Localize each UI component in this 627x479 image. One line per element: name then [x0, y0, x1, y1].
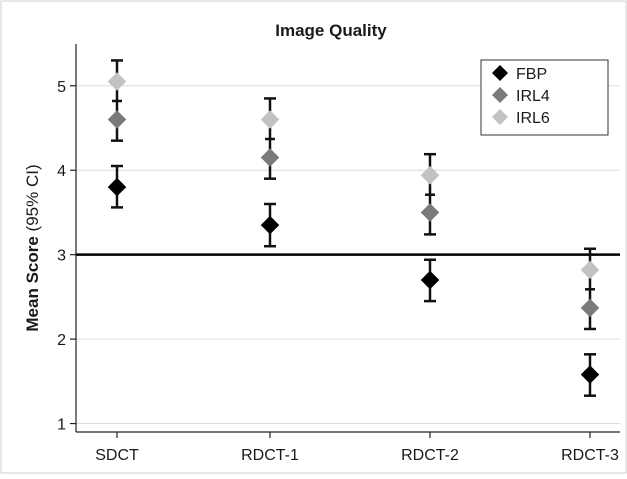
y-axis-label-main: Mean Score [23, 236, 42, 331]
legend-marker-fbp [492, 65, 508, 81]
data-point-fbp [580, 365, 600, 384]
legend-marker-irl4 [492, 87, 508, 103]
data-point-irl6 [580, 260, 600, 280]
legend-label-irl6: IRL6 [516, 110, 550, 127]
legend-label-irl4: IRL4 [516, 88, 550, 105]
tick-labels: 1 2 3 4 5 SDCT RDCT-1 RDCT-2 RDCT-3 [57, 79, 619, 464]
data-point-fbp [420, 270, 440, 290]
data-point-fbp [260, 215, 280, 235]
data-point-irl4 [420, 203, 440, 222]
x-tick-label: RDCT-1 [241, 447, 299, 464]
y-tick-label: 1 [57, 417, 66, 434]
axes [70, 44, 620, 438]
y-tick-label: 3 [57, 248, 66, 265]
x-tick-label: RDCT-3 [561, 447, 619, 464]
y-tick-label: 4 [57, 163, 66, 180]
data-point-irl6 [420, 165, 440, 185]
data-point-irl4 [107, 110, 127, 129]
y-tick-label: 5 [57, 79, 66, 96]
y-axis-label: Mean Score (95% CI) [23, 164, 42, 331]
legend: FBP IRL4 IRL6 [480, 59, 609, 136]
legend-label-fbp: FBP [516, 66, 547, 83]
data-points [107, 72, 600, 384]
chart-title: Image Quality [275, 21, 387, 40]
data-point-irl6 [260, 110, 280, 129]
y-axis-label-unit: (95% CI) [23, 164, 42, 236]
data-point-irl4 [260, 148, 280, 167]
legend-items: FBP IRL4 IRL6 [492, 65, 550, 127]
data-point-irl6 [107, 72, 127, 91]
data-point-irl4 [580, 298, 600, 318]
y-tick-label: 2 [57, 332, 66, 349]
data-point-fbp [107, 177, 127, 197]
legend-marker-irl6 [492, 109, 508, 125]
x-tick-label: SDCT [95, 447, 139, 464]
x-tick-label: RDCT-2 [401, 447, 459, 464]
